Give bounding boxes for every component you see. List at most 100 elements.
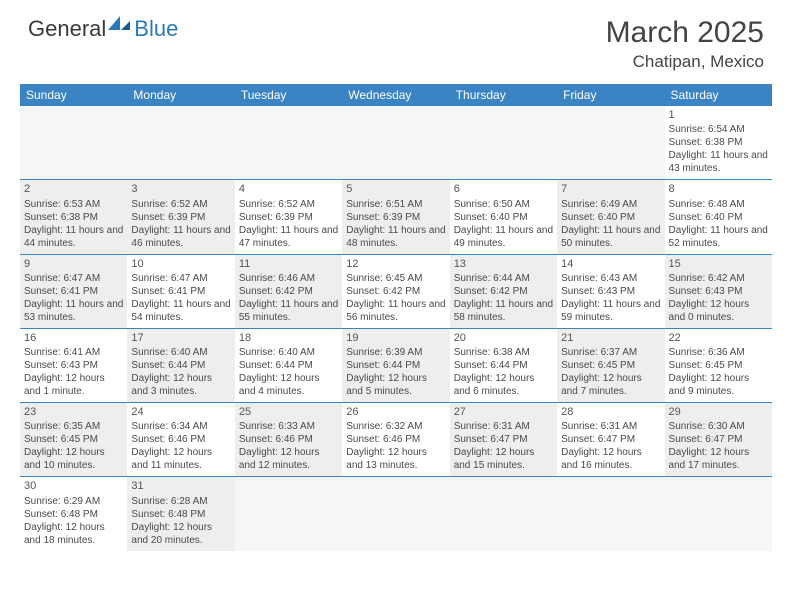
daylight-text: Daylight: 12 hours and 11 minutes. <box>131 446 230 472</box>
day-cell: 12Sunrise: 6:45 AMSunset: 6:42 PMDayligh… <box>342 255 449 328</box>
sunset-text: Sunset: 6:47 PM <box>454 433 553 446</box>
daylight-text: Daylight: 11 hours and 49 minutes. <box>454 224 553 250</box>
sunset-text: Sunset: 6:46 PM <box>239 433 338 446</box>
day-cell: 21Sunrise: 6:37 AMSunset: 6:45 PMDayligh… <box>557 329 664 402</box>
weeks-container: 1Sunrise: 6:54 AMSunset: 6:38 PMDaylight… <box>20 106 772 551</box>
day-cell: 31Sunrise: 6:28 AMSunset: 6:48 PMDayligh… <box>127 477 234 550</box>
day-number: 8 <box>669 182 768 196</box>
day-cell: 2 Sunrise: 6:53 AMSunset: 6:38 PMDaylight… <box>20 180 127 253</box>
sunset-text: Sunset: 6:39 PM <box>131 211 230 224</box>
day-cell: 7Sunrise: 6:49 AMSunset: 6:40 PMDaylight… <box>557 180 664 253</box>
sunrise-text: Sunrise: 6:54 AM <box>669 123 768 136</box>
day-cell: 8Sunrise: 6:48 AMSunset: 6:40 PMDaylight… <box>665 180 772 253</box>
sunset-text: Sunset: 6:44 PM <box>131 359 230 372</box>
day-cell: 10Sunrise: 6:47 AMSunset: 6:41 PMDayligh… <box>127 255 234 328</box>
sunset-text: Sunset: 6:43 PM <box>561 285 660 298</box>
sunrise-text: Sunrise: 6:52 AM <box>131 198 230 211</box>
day-number: 16 <box>24 331 123 345</box>
day-cell: 3Sunrise: 6:52 AMSunset: 6:39 PMDaylight… <box>127 180 234 253</box>
sunset-text: Sunset: 6:44 PM <box>239 359 338 372</box>
daylight-text: Daylight: 12 hours and 6 minutes. <box>454 372 553 398</box>
daylight-text: Daylight: 12 hours and 4 minutes. <box>239 372 338 398</box>
day-cell: 15Sunrise: 6:42 AMSunset: 6:43 PMDayligh… <box>665 255 772 328</box>
daylight-text: Daylight: 12 hours and 16 minutes. <box>561 446 660 472</box>
day-cell: 11Sunrise: 6:46 AMSunset: 6:42 PMDayligh… <box>235 255 342 328</box>
daylight-text: Daylight: 11 hours and 52 minutes. <box>669 224 768 250</box>
sunset-text: Sunset: 6:42 PM <box>239 285 338 298</box>
sunrise-text: Sunrise: 6:42 AM <box>669 272 768 285</box>
daylight-text: Daylight: 12 hours and 10 minutes. <box>24 446 123 472</box>
day-cell: 14Sunrise: 6:43 AMSunset: 6:43 PMDayligh… <box>557 255 664 328</box>
day-number: 7 <box>561 182 660 196</box>
day-cell: 29Sunrise: 6:30 AMSunset: 6:47 PMDayligh… <box>665 403 772 476</box>
week-row: 23Sunrise: 6:35 AMSunset: 6:45 PMDayligh… <box>20 403 772 477</box>
logo-text-blue: Blue <box>134 16 178 42</box>
daylight-text: Daylight: 12 hours and 12 minutes. <box>239 446 338 472</box>
day-number: 2 <box>24 182 123 196</box>
sunrise-text: Sunrise: 6:32 AM <box>346 420 445 433</box>
daylight-text: Daylight: 11 hours and 59 minutes. <box>561 298 660 324</box>
sunset-text: Sunset: 6:40 PM <box>669 211 768 224</box>
sunrise-text: Sunrise: 6:31 AM <box>454 420 553 433</box>
day-header: Thursday <box>450 84 557 106</box>
day-header: Saturday <box>665 84 772 106</box>
sail-icon <box>106 14 132 32</box>
sunset-text: Sunset: 6:40 PM <box>454 211 553 224</box>
week-row: 30Sunrise: 6:29 AMSunset: 6:48 PMDayligh… <box>20 477 772 550</box>
daylight-text: Daylight: 12 hours and 1 minute. <box>24 372 123 398</box>
logo-text-general: General <box>28 16 106 42</box>
sunset-text: Sunset: 6:40 PM <box>561 211 660 224</box>
daylight-text: Daylight: 12 hours and 9 minutes. <box>669 372 768 398</box>
day-number: 1 <box>669 108 768 122</box>
daylight-text: Daylight: 12 hours and 13 minutes. <box>346 446 445 472</box>
day-cell: 16Sunrise: 6:41 AMSunset: 6:43 PMDayligh… <box>20 329 127 402</box>
daylight-text: Daylight: 11 hours and 44 minutes. <box>24 224 123 250</box>
week-row: 2Sunrise: 6:53 AMSunset: 6:38 PMDaylight… <box>20 180 772 254</box>
day-number: 3 <box>131 182 230 196</box>
day-number: 23 <box>24 405 123 419</box>
sunset-text: Sunset: 6:47 PM <box>561 433 660 446</box>
day-number: 25 <box>239 405 338 419</box>
daylight-text: Daylight: 11 hours and 47 minutes. <box>239 224 338 250</box>
day-cell: 4Sunrise: 6:52 AMSunset: 6:39 PMDaylight… <box>235 180 342 253</box>
sunset-text: Sunset: 6:45 PM <box>24 433 123 446</box>
daylight-text: Daylight: 12 hours and 15 minutes. <box>454 446 553 472</box>
day-cell-empty <box>127 106 234 179</box>
sunrise-text: Sunrise: 6:30 AM <box>669 420 768 433</box>
daylight-text: Daylight: 12 hours and 0 minutes. <box>669 298 768 324</box>
sunrise-text: Sunrise: 6:47 AM <box>24 272 123 285</box>
daylight-text: Daylight: 12 hours and 20 minutes. <box>131 521 230 547</box>
day-header: Sunday <box>20 84 127 106</box>
sunrise-text: Sunrise: 6:46 AM <box>239 272 338 285</box>
day-cell: 17Sunrise: 6:40 AMSunset: 6:44 PMDayligh… <box>127 329 234 402</box>
sunrise-text: Sunrise: 6:36 AM <box>669 346 768 359</box>
sunset-text: Sunset: 6:42 PM <box>346 285 445 298</box>
daylight-text: Daylight: 11 hours and 56 minutes. <box>346 298 445 324</box>
sunrise-text: Sunrise: 6:53 AM <box>24 198 123 211</box>
day-cell: 6Sunrise: 6:50 AMSunset: 6:40 PMDaylight… <box>450 180 557 253</box>
sunset-text: Sunset: 6:44 PM <box>346 359 445 372</box>
daylight-text: Daylight: 11 hours and 54 minutes. <box>131 298 230 324</box>
sunset-text: Sunset: 6:39 PM <box>346 211 445 224</box>
title-block: March 2025 Chatipan, Mexico <box>606 16 764 72</box>
sunset-text: Sunset: 6:45 PM <box>669 359 768 372</box>
day-cell: 13Sunrise: 6:44 AMSunset: 6:42 PMDayligh… <box>450 255 557 328</box>
day-number: 22 <box>669 331 768 345</box>
day-cell-empty <box>665 477 772 550</box>
sunset-text: Sunset: 6:45 PM <box>561 359 660 372</box>
week-row: 1Sunrise: 6:54 AMSunset: 6:38 PMDaylight… <box>20 106 772 180</box>
day-cell: 9Sunrise: 6:47 AMSunset: 6:41 PMDaylight… <box>20 255 127 328</box>
day-number: 5 <box>346 182 445 196</box>
day-cell: 30Sunrise: 6:29 AMSunset: 6:48 PMDayligh… <box>20 477 127 550</box>
day-cell: 25Sunrise: 6:33 AMSunset: 6:46 PMDayligh… <box>235 403 342 476</box>
sunrise-text: Sunrise: 6:52 AM <box>239 198 338 211</box>
day-number: 24 <box>131 405 230 419</box>
day-cell-empty <box>20 106 127 179</box>
daylight-text: Daylight: 11 hours and 58 minutes. <box>454 298 553 324</box>
sunset-text: Sunset: 6:39 PM <box>239 211 338 224</box>
day-number: 9 <box>24 257 123 271</box>
day-cell-empty <box>557 106 664 179</box>
day-cell: 19Sunrise: 6:39 AMSunset: 6:44 PMDayligh… <box>342 329 449 402</box>
day-cell-empty <box>450 477 557 550</box>
sunset-text: Sunset: 6:38 PM <box>24 211 123 224</box>
